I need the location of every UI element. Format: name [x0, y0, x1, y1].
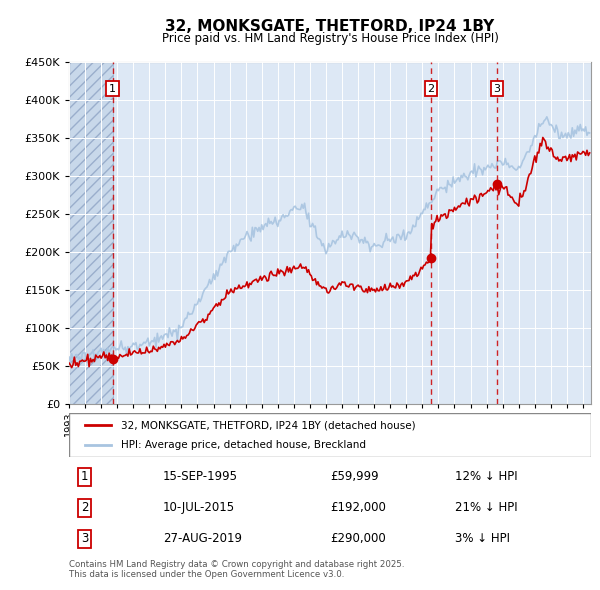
Text: HPI: Average price, detached house, Breckland: HPI: Average price, detached house, Brec… [121, 440, 366, 450]
Text: £59,999: £59,999 [330, 470, 379, 483]
Text: Price paid vs. HM Land Registry's House Price Index (HPI): Price paid vs. HM Land Registry's House … [161, 32, 499, 45]
Text: 21% ↓ HPI: 21% ↓ HPI [455, 502, 518, 514]
Text: 3% ↓ HPI: 3% ↓ HPI [455, 532, 510, 545]
Text: 1: 1 [109, 84, 116, 94]
Bar [69, 62, 113, 404]
Text: £290,000: £290,000 [330, 532, 386, 545]
Text: 12% ↓ HPI: 12% ↓ HPI [455, 470, 518, 483]
Text: 27-AUG-2019: 27-AUG-2019 [163, 532, 242, 545]
Text: 1: 1 [81, 470, 88, 483]
Text: 3: 3 [81, 532, 88, 545]
Text: 32, MONKSGATE, THETFORD, IP24 1BY: 32, MONKSGATE, THETFORD, IP24 1BY [166, 19, 494, 34]
Text: 10-JUL-2015: 10-JUL-2015 [163, 502, 235, 514]
Text: Contains HM Land Registry data © Crown copyright and database right 2025.
This d: Contains HM Land Registry data © Crown c… [69, 560, 404, 579]
Text: 2: 2 [427, 84, 434, 94]
Text: 15-SEP-1995: 15-SEP-1995 [163, 470, 238, 483]
Text: 32, MONKSGATE, THETFORD, IP24 1BY (detached house): 32, MONKSGATE, THETFORD, IP24 1BY (detac… [121, 421, 416, 430]
Text: 3: 3 [494, 84, 500, 94]
Text: 2: 2 [81, 502, 88, 514]
Text: £192,000: £192,000 [330, 502, 386, 514]
